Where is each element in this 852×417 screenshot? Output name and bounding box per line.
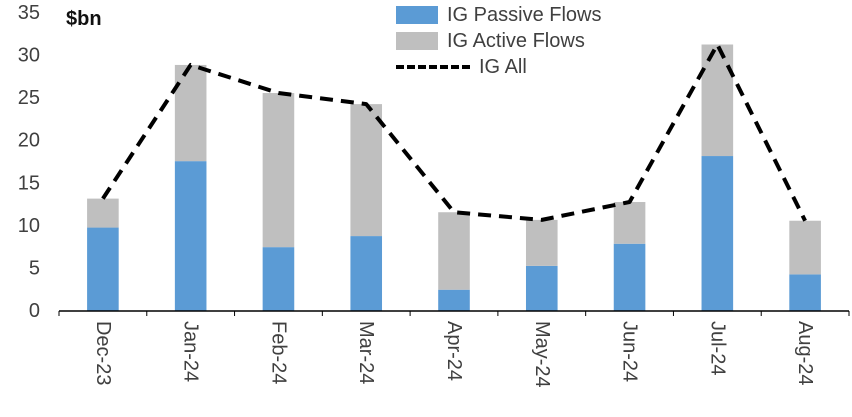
bar-active-segment (789, 220, 821, 275)
legend-swatch-ig-all-dashed-line (396, 65, 470, 69)
legend-swatch-passive (396, 6, 438, 24)
bar-passive-segment (174, 161, 207, 311)
x-tick-label: Aug-24 (794, 321, 816, 386)
legend-swatch-active (396, 32, 438, 50)
y-tick-label: 10 (18, 215, 40, 237)
y-tick-label: 0 (29, 300, 40, 322)
y-tick-label: 5 (29, 257, 40, 279)
legend-item-passive: IG Passive Flows (396, 2, 601, 28)
bar-active-segment (262, 93, 295, 248)
bar-active-segment (438, 212, 470, 290)
x-tick-label: Apr-24 (443, 321, 465, 381)
bar-active-segment (350, 104, 383, 237)
x-tick-label: Jun-24 (619, 321, 641, 382)
bar-passive-segment (789, 274, 821, 311)
x-tick-label: Mar-24 (355, 321, 377, 384)
y-axis-unit-label: $bn (66, 8, 102, 30)
y-tick-label: 25 (18, 87, 40, 109)
legend-label-active: IG Active Flows (447, 29, 585, 52)
bar-active-segment (613, 202, 646, 244)
bar-passive-segment (438, 289, 470, 311)
x-tick-label: Jan-24 (180, 321, 202, 382)
bar-active-segment (174, 64, 207, 162)
legend: IG Passive Flows IG Active Flows IG All (396, 2, 601, 80)
y-tick-label: 20 (18, 130, 40, 152)
legend-label-passive: IG Passive Flows (447, 3, 602, 26)
x-tick-label: Feb-24 (267, 321, 289, 384)
bar-passive-segment (613, 243, 646, 311)
bar-active-segment (525, 219, 558, 266)
bar-passive-segment (262, 247, 295, 311)
legend-item-ig-all: IG All (396, 54, 601, 80)
x-tick-label: May-24 (531, 321, 553, 388)
y-tick-label: 15 (18, 172, 40, 194)
bar-passive-segment (350, 236, 383, 311)
bar-passive-segment (701, 156, 734, 311)
legend-label-ig-all: IG All (479, 55, 527, 78)
x-tick-label: Jul-24 (706, 321, 728, 375)
bar-passive-segment (87, 227, 119, 311)
legend-item-active: IG Active Flows (396, 28, 601, 54)
y-tick-label: 35 (18, 2, 40, 24)
bar-passive-segment (525, 265, 558, 311)
ig-all-line (101, 42, 807, 222)
bar-active-segment (701, 44, 734, 157)
bar-active-segment (87, 198, 119, 228)
y-tick-label: 30 (18, 45, 40, 67)
x-tick-label: Dec-23 (92, 321, 114, 385)
